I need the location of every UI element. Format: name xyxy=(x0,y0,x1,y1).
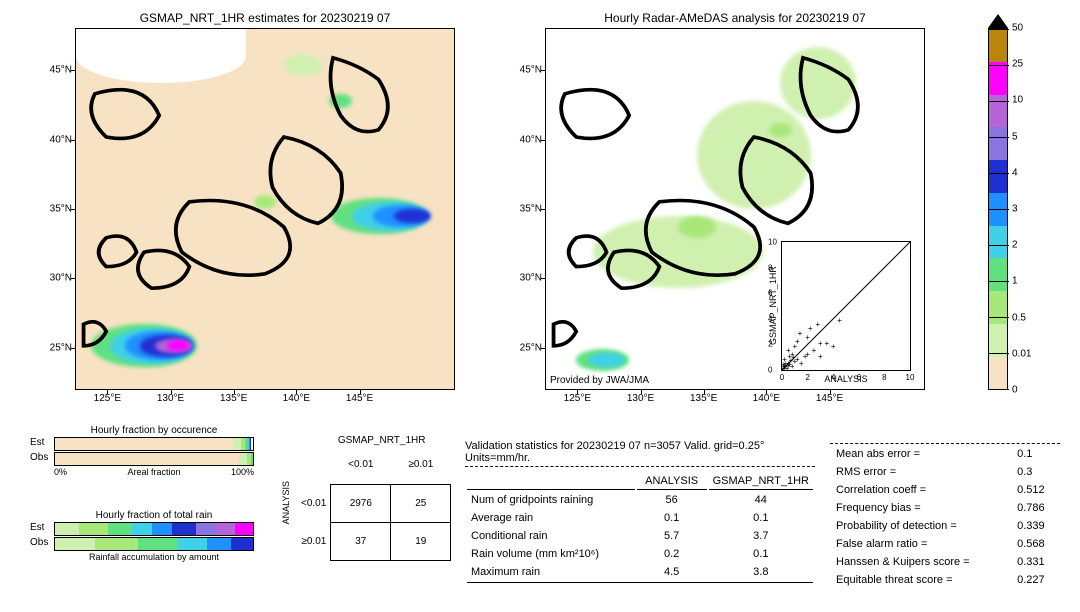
vs-h0 xyxy=(467,473,635,490)
hbar-occ-axis-right: 100% xyxy=(231,467,254,477)
contingency-table: GSMAP_NRT_1HR ANALYSIS <0.01 ≥0.01 <0.01… xyxy=(280,435,451,561)
colorbar-arrow-icon xyxy=(988,14,1008,28)
hbar-occ-axis-label: Areal fraction xyxy=(54,467,254,477)
map-right: Hourly Radar-AMeDAS analysis for 2023021… xyxy=(545,28,925,390)
hbar-tot-rows: EstObs xyxy=(30,522,254,551)
validation-title: Validation statistics for 20230219 07 n=… xyxy=(465,440,815,467)
hbar-occ-axis-left: 0% xyxy=(54,467,67,477)
map-left-title: GSMAP_NRT_1HR estimates for 20230219 07 xyxy=(76,11,454,25)
vs-h2: GSMAP_NRT_1HR xyxy=(709,473,813,490)
coastlines-left xyxy=(76,29,454,389)
colorbar-body xyxy=(988,28,1008,390)
hbar-tot-title: Hourly fraction of total rain xyxy=(54,510,254,521)
hbar-occurrence: Hourly fraction by occurence EstObs 0% A… xyxy=(30,425,254,477)
ct-ch1: ≥0.01 xyxy=(391,446,451,484)
validation-metrics: Mean abs error =0.1RMS error =0.3Correla… xyxy=(830,443,1060,590)
ct-11: 19 xyxy=(391,522,451,560)
ct-ch0: <0.01 xyxy=(331,446,391,484)
inset-diag xyxy=(782,242,910,370)
ct-rh1: ≥0.01 xyxy=(300,522,331,560)
ct-00: 2976 xyxy=(331,484,391,522)
inset-xlabel: ANALYSIS xyxy=(782,374,910,384)
hbar-totalrain: Hourly fraction of total rain EstObs Rai… xyxy=(30,510,254,562)
hbar-occ-title: Hourly fraction by occurence xyxy=(54,425,254,436)
inset-scatter: +++++++++++++++++++++++++++++++++++ 0022… xyxy=(781,241,911,371)
ct-row-title: ANALYSIS xyxy=(281,481,291,524)
hbar-occ-rows: EstObs xyxy=(30,437,254,466)
map-right-credit: Provided by JWA/JMA xyxy=(550,375,649,386)
vs-h1: ANALYSIS xyxy=(637,473,707,490)
hbar-tot-axis-label: Rainfall accumulation by amount xyxy=(54,552,254,562)
ct-col-title: GSMAP_NRT_1HR xyxy=(312,435,451,446)
ct-10: 37 xyxy=(331,522,391,560)
inset-ylabel: GSMAP_NRT_1HR xyxy=(768,242,778,370)
ct-01: 25 xyxy=(391,484,451,522)
map-left: GSMAP_NRT_1HR estimates for 20230219 07 … xyxy=(75,28,455,390)
map-right-title: Hourly Radar-AMeDAS analysis for 2023021… xyxy=(546,11,924,25)
ct-rh0: <0.01 xyxy=(300,484,331,522)
validation-stats: Validation statistics for 20230219 07 n=… xyxy=(465,440,815,589)
colorbar: 502510543210.50.010 xyxy=(988,28,1008,390)
